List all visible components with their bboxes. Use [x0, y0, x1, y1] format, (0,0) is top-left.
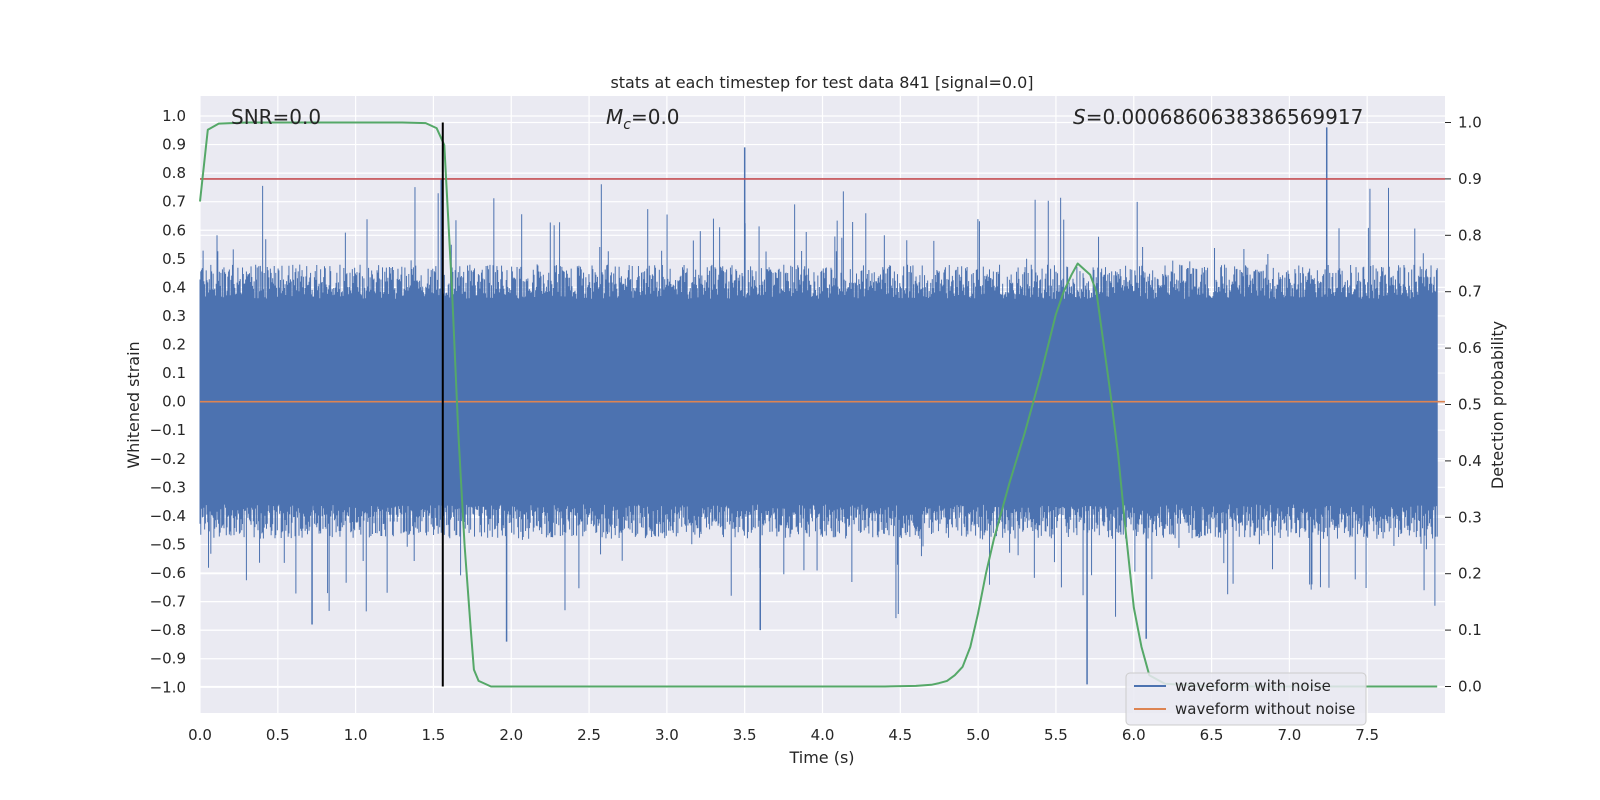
- x-tick-label: 0.0: [188, 726, 212, 744]
- x-tick-label: 5.5: [1044, 726, 1068, 744]
- mc-annotation-value: =0.0: [631, 105, 680, 129]
- y2-tick-label: 0.5: [1458, 396, 1482, 414]
- y-tick-label: 0.9: [162, 136, 186, 154]
- y-tick-label: 0.1: [162, 364, 186, 382]
- x-axis-label: Time (s): [788, 748, 854, 767]
- y-tick-label: 0.8: [162, 164, 186, 182]
- y2-tick-label: 0.8: [1458, 226, 1482, 244]
- y2-tick-label: 0.1: [1458, 621, 1482, 639]
- y2-tick-label: 0.9: [1458, 170, 1482, 188]
- legend-label-clean: waveform without noise: [1175, 700, 1355, 718]
- y-tick-label: 0.0: [162, 393, 186, 411]
- axis-ticks: 0.0 0.5 1.0 1.5 2.0 2.5 3.0 3.5 4.0 4.5 5.0 5.5 6.0 6…: [150, 107, 1482, 744]
- x-tick-label: 7.5: [1355, 726, 1379, 744]
- y-tick-label: −0.6: [150, 564, 186, 582]
- y-tick-label: −0.5: [150, 535, 186, 553]
- legend-label-noise: waveform with noise: [1175, 677, 1331, 695]
- y-tick-label: 0.2: [162, 336, 186, 354]
- y-tick-label: −0.8: [150, 621, 186, 639]
- y-tick-label: 0.6: [162, 221, 186, 239]
- y-tick-label: 0.5: [162, 250, 186, 268]
- y2-tick-label: 0.6: [1458, 339, 1482, 357]
- x-tick-label: 6.5: [1200, 726, 1224, 744]
- y2-tick-label: 0.2: [1458, 565, 1482, 583]
- x-tick-label: 6.0: [1122, 726, 1146, 744]
- y-tick-label: 0.7: [162, 193, 186, 211]
- y-tick-label: −0.1: [150, 421, 186, 439]
- x-tick-label: 5.0: [966, 726, 990, 744]
- overlay-lines: [199, 121, 1445, 688]
- mc-annotation: Mc=0.0: [606, 105, 680, 133]
- y-tick-label: −0.3: [150, 478, 186, 496]
- x-tick-label: 4.5: [888, 726, 912, 744]
- probability-line: [199, 121, 1438, 688]
- x-tick-label: 3.0: [655, 726, 679, 744]
- y-tick-label: −0.7: [150, 593, 186, 611]
- snr-annotation: SNR=0.0: [231, 105, 321, 129]
- chart-title: stats at each timestep for test data 841…: [610, 73, 1033, 92]
- x-tick-label: 2.5: [577, 726, 601, 744]
- y-tick-label: 0.4: [162, 278, 186, 296]
- y2-axis-label: Detection probability: [1488, 321, 1507, 489]
- x-tick-label: 4.0: [811, 726, 835, 744]
- s-annotation-value: =0.0006860638386569917: [1086, 105, 1364, 129]
- y2-tick-label: 0.3: [1458, 508, 1482, 526]
- y2-tick-label: 1.0: [1458, 114, 1482, 132]
- x-tick-label: 0.5: [266, 726, 290, 744]
- x-tick-label: 3.5: [733, 726, 757, 744]
- s-annotation-symbol: S: [1073, 105, 1086, 129]
- y-axis-label: Whitened strain: [124, 341, 143, 468]
- x-tick-label: 7.0: [1277, 726, 1301, 744]
- mc-annotation-subscript: c: [623, 117, 631, 133]
- s-annotation: S=0.0006860638386569917: [1073, 105, 1363, 129]
- mc-annotation-symbol: M: [606, 105, 623, 129]
- y2-tick-label: 0.4: [1458, 452, 1482, 470]
- y-tick-label: 0.3: [162, 307, 186, 325]
- x-tick-label: 1.5: [422, 726, 446, 744]
- y-tick-label: −1.0: [150, 678, 186, 696]
- legend: waveform with noise waveform without noi…: [1125, 672, 1367, 726]
- y-tick-label: −0.2: [150, 450, 186, 468]
- y-tick-label: −0.4: [150, 507, 186, 525]
- legend-box: [1125, 672, 1367, 726]
- y2-tick-label: 0.7: [1458, 283, 1482, 301]
- y-tick-label: 1.0: [162, 107, 186, 125]
- y-tick-label: −0.9: [150, 650, 186, 668]
- y2-tick-label: 0.0: [1458, 677, 1482, 695]
- x-tick-label: 1.0: [344, 726, 368, 744]
- x-tick-label: 2.0: [499, 726, 523, 744]
